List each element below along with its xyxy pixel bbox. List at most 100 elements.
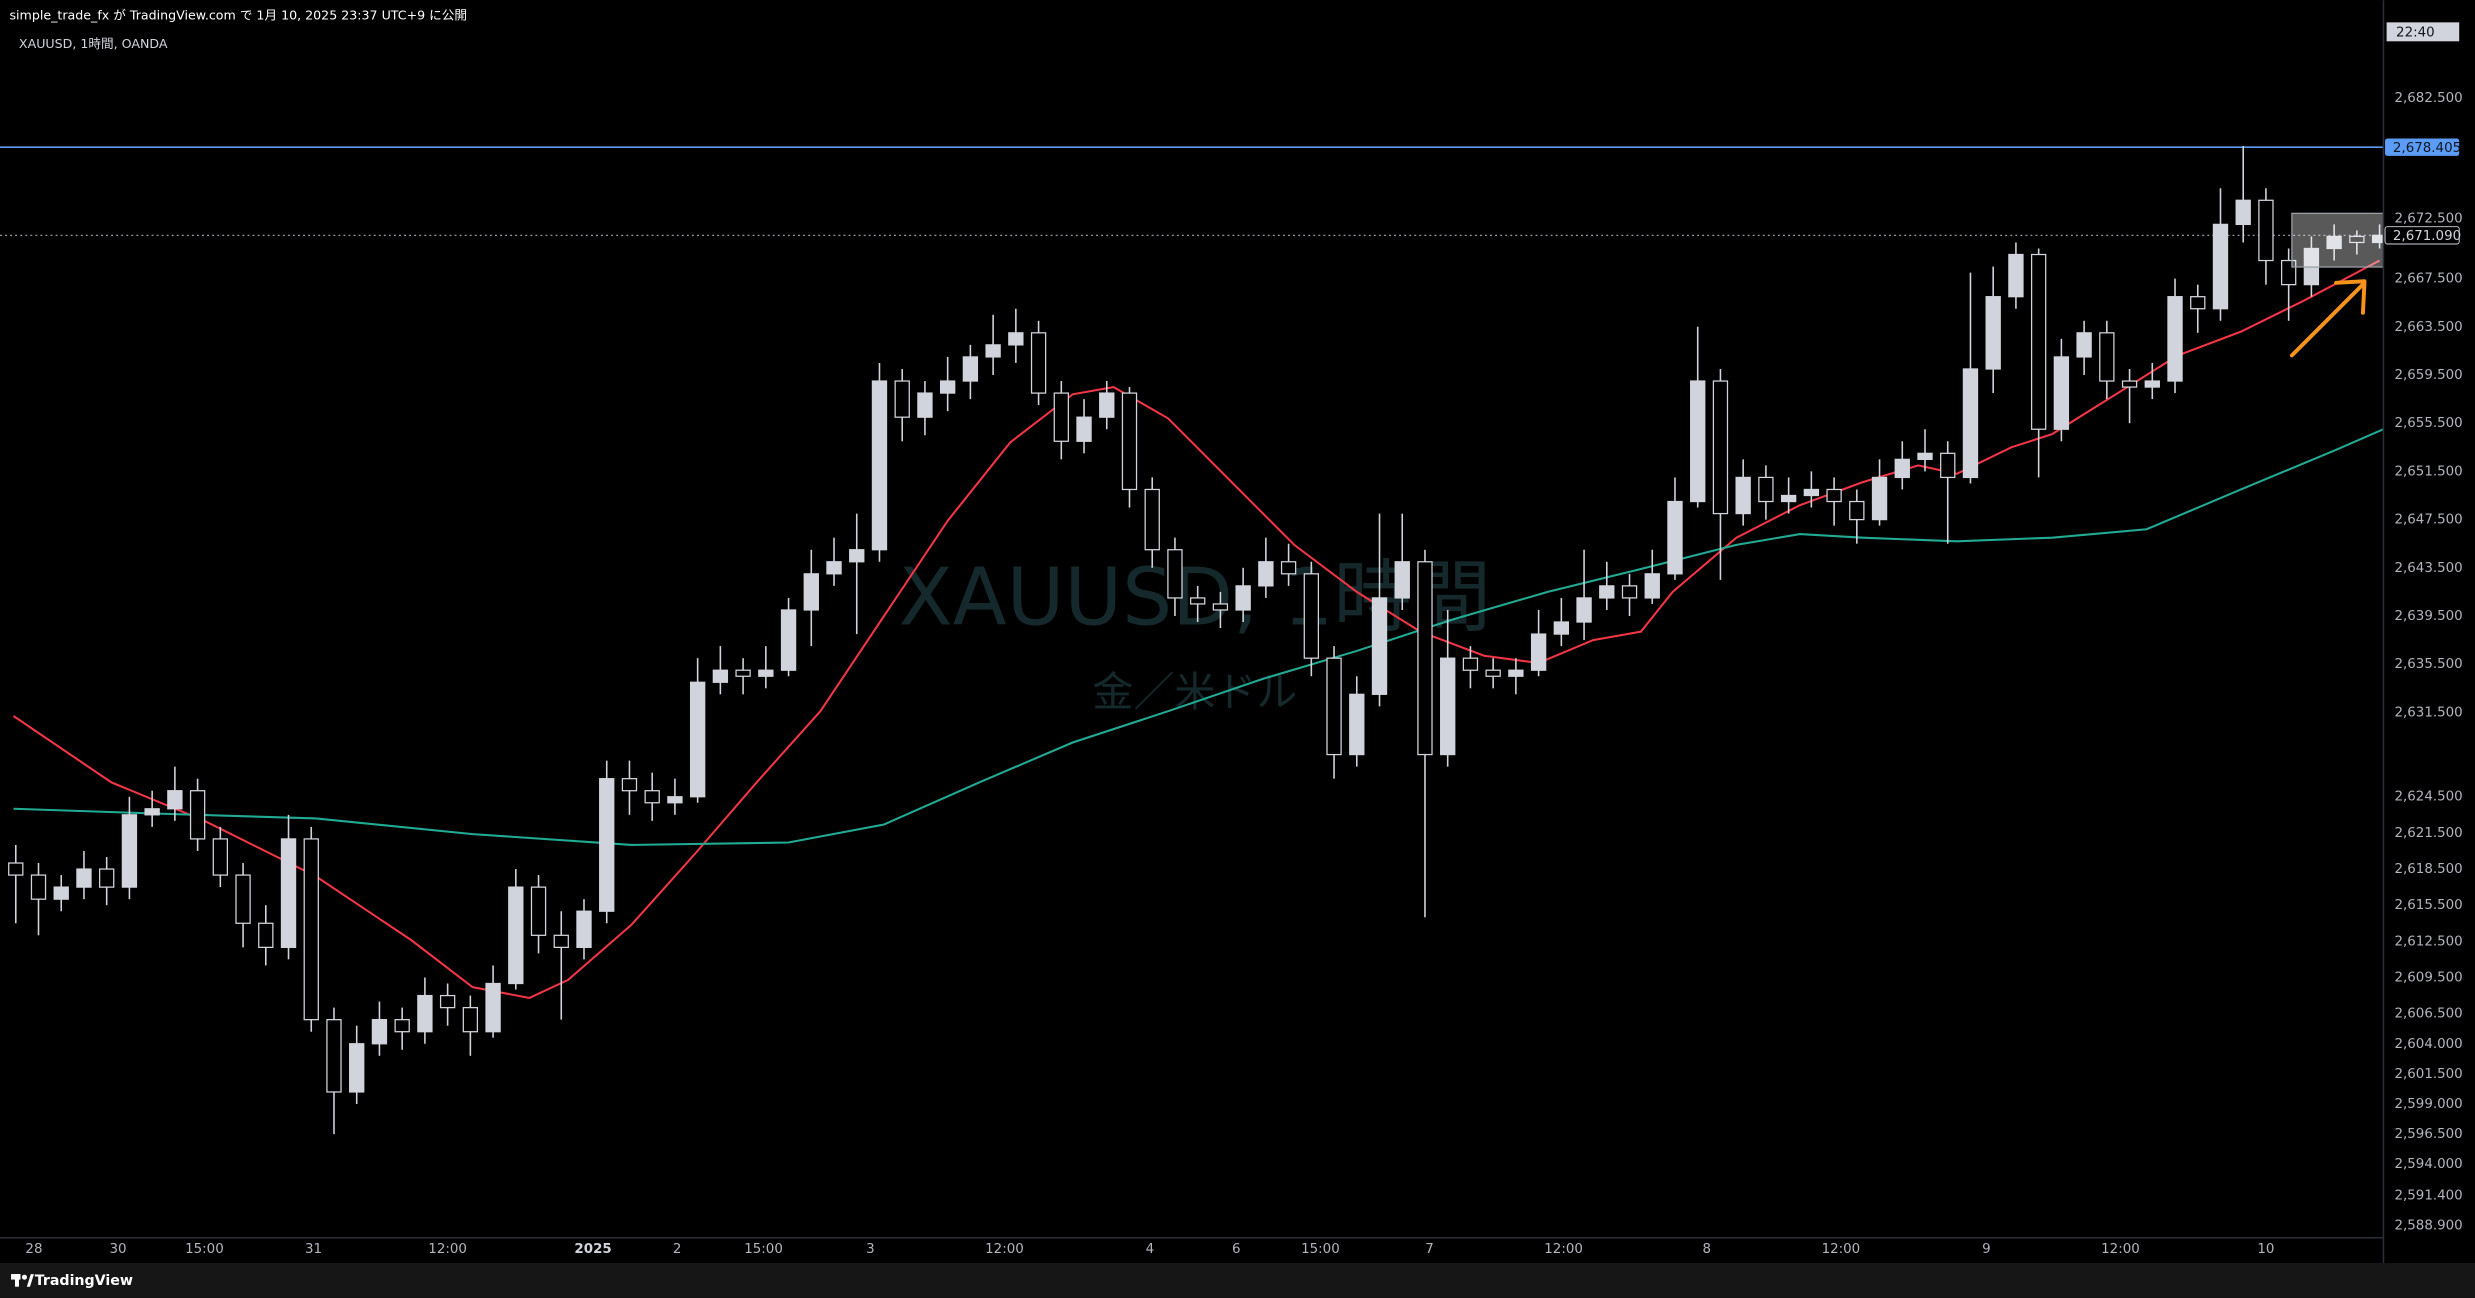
candle-body [780, 609, 797, 671]
y-tick-label: 2,621.500 [2394, 826, 2462, 841]
y-tick-label: 2,606.500 [2394, 1007, 2462, 1022]
candle-body [530, 886, 547, 936]
candle-body [1917, 452, 1933, 460]
x-tick-label: 2025 [574, 1242, 611, 1257]
x-tick-label: 28 [25, 1242, 42, 1257]
x-tick-label: 12:00 [428, 1242, 467, 1257]
candle-body [1144, 488, 1160, 551]
candle-body [1258, 561, 1274, 587]
candle-body [1871, 476, 1888, 521]
candle-body [2030, 253, 2047, 430]
x-tick-label: 15:00 [1301, 1242, 1340, 1257]
y-tick-label: 2,604.000 [2394, 1037, 2462, 1052]
candle-body [1644, 573, 1660, 599]
candle-body [2212, 223, 2229, 310]
candle-body [1735, 476, 1751, 515]
candle-body [985, 344, 1001, 358]
price-label-box [2384, 226, 2460, 245]
candle-body [1394, 561, 1410, 599]
y-tick-label: 2,667.500 [2394, 272, 2462, 287]
candle-body [417, 994, 433, 1033]
candle-body [1553, 621, 1570, 635]
candle-body [1417, 561, 1433, 756]
watermark-sub: 金／米ドル [1092, 668, 1297, 716]
y-tick-label: 2,615.500 [2394, 898, 2462, 913]
candle-body [599, 778, 615, 912]
candle-body [871, 380, 888, 551]
candle-body [2008, 253, 2024, 298]
candle-body [1985, 296, 2001, 370]
candle-body [189, 790, 206, 840]
candle-body [462, 1006, 479, 1033]
y-tick-label: 2,631.500 [2394, 705, 2462, 720]
candle-body [280, 838, 297, 948]
candle-body [1371, 597, 1388, 695]
candle-body [121, 814, 138, 888]
y-tick-label: 2,596.500 [2394, 1127, 2462, 1142]
candle-body [917, 392, 933, 418]
arrow-head [2334, 279, 2367, 315]
candle-body [2326, 235, 2342, 250]
y-tick-label: 2,647.500 [2394, 513, 2462, 528]
candle-body [962, 356, 979, 382]
x-tick-label: 2 [673, 1242, 682, 1257]
candle-body [1280, 561, 1297, 575]
candle-body [1190, 597, 1206, 605]
y-tick-label: 2,682.500 [2394, 91, 2462, 106]
candle-body [1803, 488, 1820, 497]
candle-body [349, 1043, 365, 1093]
candle-body [826, 561, 842, 575]
candle-body [212, 838, 229, 876]
time-label-box [2386, 22, 2460, 42]
candle-body [1690, 380, 1706, 503]
y-tick-label: 2,594.000 [2394, 1157, 2462, 1172]
candle-body [1121, 392, 1138, 491]
candle-body [644, 790, 660, 804]
price-axis-bg [2383, 0, 2475, 1264]
candle-body [2190, 296, 2206, 310]
candle-body [1212, 603, 1229, 611]
x-tick-label: 4 [1146, 1242, 1155, 1257]
candle-body [1780, 494, 1797, 503]
candle-body [2235, 199, 2251, 226]
y-tick-label: 2,643.500 [2394, 561, 2462, 576]
candle-body [1349, 693, 1365, 756]
candle-body [939, 380, 956, 394]
candle-body [30, 874, 47, 900]
plot-back: XAUUSD, 1時間 金／米ドル [899, 552, 1492, 716]
candle-body [235, 874, 251, 924]
candle-body [1530, 633, 1547, 671]
candle-body [1962, 368, 1979, 479]
x-tick-label: 30 [110, 1242, 127, 1257]
price-label-box [2385, 138, 2460, 156]
candle-body [485, 982, 501, 1033]
x-tick-label: 15:00 [744, 1242, 783, 1257]
x-tick-label: 12:00 [1544, 1242, 1583, 1257]
candle-body [2167, 296, 2183, 382]
candle-body [553, 934, 569, 948]
candle-body [167, 790, 183, 810]
y-tick-label: 2,639.500 [2394, 609, 2462, 624]
x-tick-label: 31 [305, 1242, 322, 1257]
candle-body [76, 868, 92, 888]
y-tick-label: 2,672.500 [2394, 211, 2462, 226]
candle-body [712, 669, 729, 683]
x-tick-label: 12:00 [2101, 1242, 2140, 1257]
price-label: 2,678.405 [2393, 141, 2461, 156]
y-tick-label: 2,612.500 [2394, 934, 2462, 949]
chart-title: XAUUSD, 1時間, OANDA [19, 36, 168, 51]
candle-body [1826, 488, 1842, 503]
x-tick-label: 15:00 [185, 1242, 224, 1257]
candle-body [621, 778, 638, 792]
time-axis: 28 30 15:00 31 12:00 2025 2 15:00 3 12:00 4 6 15:00 7… [0, 1236, 2384, 1257]
candle-body [1667, 500, 1683, 575]
x-tick-label: 12:00 [1822, 1242, 1861, 1257]
candle-body [576, 910, 592, 948]
candle-body [1621, 585, 1638, 599]
ma-line [12, 259, 2381, 1000]
candle-body [1053, 392, 1069, 442]
candle-body [1485, 669, 1501, 677]
